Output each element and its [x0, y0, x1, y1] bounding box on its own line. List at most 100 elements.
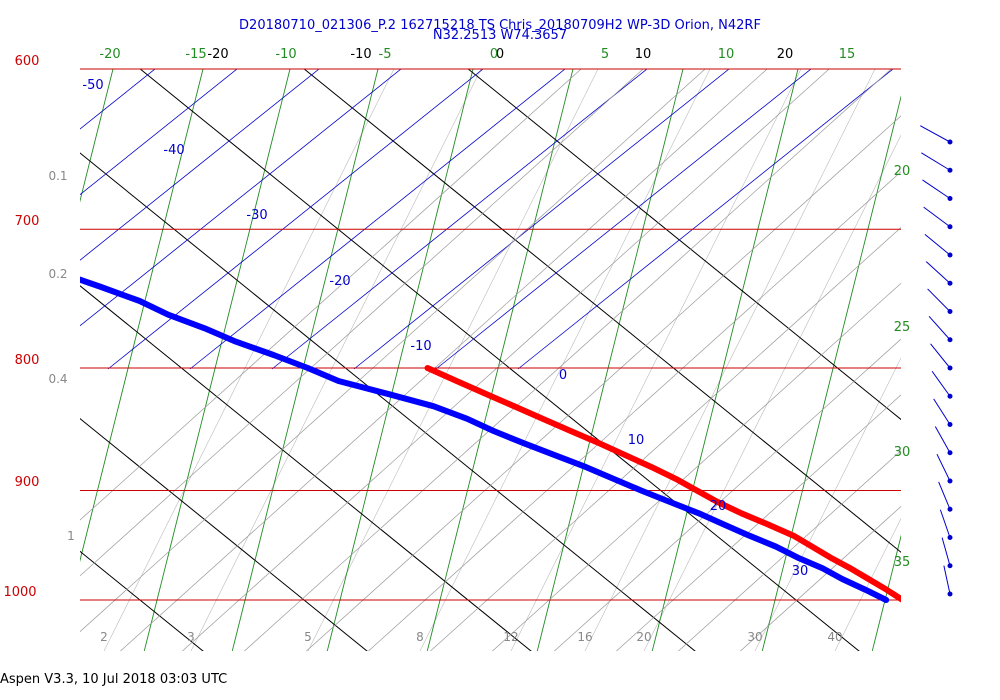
moist-adiabat-line [429, 227, 901, 651]
isotherm-sloped-line [353, 69, 730, 370]
wind-barb-dot [947, 535, 953, 540]
adiabat-label-20: 20 [894, 164, 911, 179]
wind-barb-dot [947, 252, 953, 258]
isotherm-line-0 [80, 285, 532, 651]
mixing-ratio-line [643, 134, 901, 651]
dry-adiabat-line [970, 69, 1000, 700]
wind-barb [921, 152, 951, 171]
isotherm-line--20 [80, 550, 204, 651]
wind-barb [924, 233, 951, 256]
isotherm-label-20: 20 [710, 499, 727, 514]
dry-adiabat-line [871, 534, 901, 651]
chart-title: D20180710_021306_P.2 162715218 TS Chris_… [239, 18, 761, 33]
mixing-ratio-lines [103, 69, 901, 651]
isotherm-label-minus40: -40 [163, 143, 184, 158]
wind-barb [928, 315, 951, 341]
moist-adiabat-line [553, 338, 901, 651]
wind-barb-dot [947, 450, 953, 456]
pressure-label-700: 700 [15, 214, 40, 229]
moist-adiabat-line [739, 506, 901, 651]
isotherm-label-minus10: -10 [410, 339, 431, 354]
wind-barb-dot [947, 337, 953, 343]
wind-barb [925, 261, 951, 284]
isotherm-label-top-10: 10 [635, 47, 652, 62]
wind-barb-dot [947, 167, 953, 173]
wind-barb [939, 509, 951, 538]
wind-barb [941, 537, 951, 566]
mixing-ratio-line [307, 69, 599, 651]
isotherm-label-top-minus20: -20 [207, 47, 228, 62]
dry-adiabat-line [80, 69, 204, 563]
temperature-profile-line [424, 365, 901, 603]
dry-adiabat-line [143, 69, 291, 651]
isotherm-label-minus30: -30 [246, 208, 267, 223]
adiabat-label-10: 10 [718, 47, 735, 62]
isotherm-sloped-line [271, 69, 648, 370]
mixing-label-bottom-5: 5 [304, 630, 312, 644]
dry-adiabat-line [536, 69, 684, 651]
wind-barb-dot [947, 196, 953, 201]
mixing-label-bottom-20: 20 [636, 630, 651, 644]
moist-adiabat-line [677, 450, 901, 651]
isotherm-line-30 [303, 69, 901, 553]
isotherm-lines [80, 69, 901, 651]
wind-barbs [920, 125, 953, 597]
dry-adiabat-lines [80, 69, 1000, 700]
wind-barb [927, 288, 951, 312]
moist-adiabat-line [80, 69, 644, 577]
sounding-profiles [80, 276, 901, 603]
dry-adiabat-line [80, 69, 114, 203]
chart-subtitle: N32.2513 W74.3657 [433, 28, 567, 43]
isotherm-sloped-line [107, 69, 484, 370]
isotherm-label-30: 30 [792, 564, 809, 579]
wind-barb-dot [947, 365, 953, 371]
adiabat-label-35: 35 [894, 555, 911, 570]
adiabat-label-5: 5 [601, 47, 609, 62]
mixing-label-bottom-3: 3 [187, 630, 195, 644]
isotherm-label-top-20: 20 [777, 47, 794, 62]
isotherm-line-20 [139, 69, 860, 651]
pressure-label-900: 900 [15, 475, 40, 490]
isotherm-left-labels: -50 -40 -30 -20 -10 0 10 20 30 [82, 78, 808, 579]
isotherm-label-0: 0 [559, 368, 567, 383]
mixing-label-bottom-2: 2 [100, 630, 108, 644]
isotherm-label-minus20: -20 [329, 274, 350, 289]
dry-adiabat-labels: -20 -15 -10 -5 0 5 10 15 20 25 30 35 [99, 47, 910, 570]
adiabat-label-25: 25 [894, 320, 911, 335]
wind-barb-dot [947, 591, 953, 597]
dry-adiabat-line [426, 69, 574, 651]
wind-barb-dot [947, 309, 953, 314]
wind-barb-dot [947, 563, 953, 569]
mixing-label-left-0-1: 0.1 [48, 169, 67, 183]
mixing-label-bottom-8: 8 [416, 630, 424, 644]
wind-barb [933, 398, 951, 425]
isotherm-line-10 [80, 152, 696, 651]
isotherm-label-top-0: 0 [496, 47, 504, 62]
adiabat-label-minus10: -10 [275, 47, 296, 62]
adiabat-label-minus15: -15 [185, 47, 206, 62]
moist-adiabat-line [615, 394, 901, 651]
adiabat-label-15: 15 [839, 47, 856, 62]
wind-barb [943, 565, 951, 595]
pressure-label-1000: 1000 [3, 585, 36, 600]
isotherm-line-40 [467, 69, 901, 421]
mixing-label-left-1: 1 [67, 529, 75, 543]
wind-barb-dot [947, 422, 953, 427]
moist-adiabat-line [367, 171, 901, 651]
isotherm-label-top-minus10: -10 [350, 47, 371, 62]
dry-adiabat-line [761, 95, 901, 651]
isotherm-sloped-line [80, 69, 402, 327]
moist-adiabat-line [80, 69, 582, 521]
adiabat-label-minus20: -20 [99, 47, 120, 62]
dry-adiabat-line [326, 69, 474, 651]
software-version-label: Aspen V3.3, 10 Jul 2018 03:03 UTC [0, 672, 227, 687]
mixing-ratio-line [834, 517, 901, 651]
isotherm-label-10: 10 [628, 433, 645, 448]
isotherm-sloped-line [517, 69, 894, 370]
isotherm-sloped-line [80, 69, 320, 261]
wind-barb [938, 481, 951, 510]
mixing-label-left-0-2: 0.2 [48, 267, 67, 281]
isotherm-sloped-line [189, 69, 566, 370]
